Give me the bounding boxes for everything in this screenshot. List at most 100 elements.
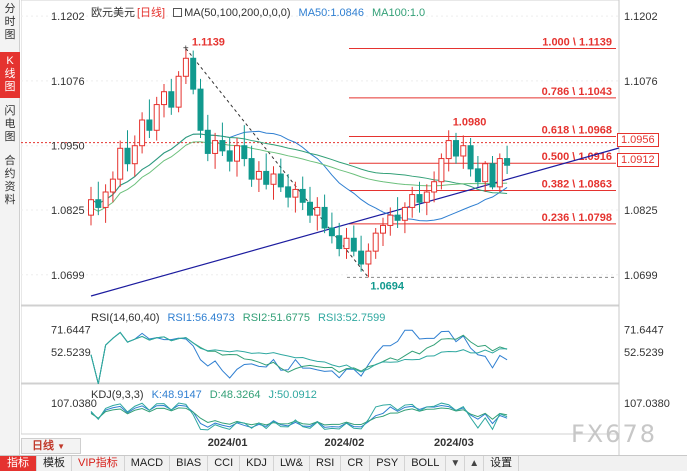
- j-value: J:50.0912: [268, 389, 317, 401]
- candle-body: [168, 91, 175, 108]
- kdj-tick-left: 107.0380: [51, 398, 97, 410]
- rsi-tick-right: 71.6447: [624, 325, 664, 337]
- chart-type-icon[interactable]: [173, 8, 183, 17]
- kline-chart[interactable]: 1.000 \ 1.1139 0.786 \ 1.1043 0.618 \ 1.09…: [20, 0, 687, 455]
- candle-body: [175, 75, 182, 108]
- side-tab-contract[interactable]: 合约资料: [0, 152, 20, 212]
- toolbar-macd[interactable]: MACD: [125, 456, 171, 471]
- candle-body: [277, 173, 284, 188]
- candle-body: [365, 250, 372, 265]
- toolbar-rsi[interactable]: RSI: [310, 456, 342, 471]
- toolbar-vip[interactable]: VIP指标: [72, 456, 125, 471]
- ma100-line: [90, 133, 508, 205]
- candle-body: [438, 158, 445, 183]
- toolbar-indicator[interactable]: 指标: [0, 456, 37, 471]
- side-tab-kline[interactable]: K线图: [0, 52, 20, 98]
- ma-settings[interactable]: MA(50,100,200,0,0,0): [184, 7, 291, 19]
- toolbar-cci[interactable]: CCI: [208, 456, 241, 471]
- candle-body: [255, 170, 262, 180]
- candle-body: [102, 191, 109, 208]
- candle-body: [248, 158, 255, 180]
- period-selector-label: 日线: [32, 440, 54, 452]
- candle-body: [474, 168, 481, 183]
- candle-body: [496, 158, 503, 188]
- toolbar-psy[interactable]: PSY: [370, 456, 406, 471]
- candle-body: [190, 57, 197, 90]
- fib-level-label: 0.382 \ 1.0863: [542, 178, 612, 190]
- swing-dashed-line: [185, 48, 369, 278]
- rsi-tick-left: 52.5239: [51, 347, 91, 359]
- arrow-down-icon[interactable]: ▼: [446, 456, 466, 471]
- candle-body: [292, 188, 299, 198]
- toolbar-bias[interactable]: BIAS: [170, 456, 209, 471]
- date-label: 2024/02: [325, 437, 365, 449]
- toolbar-lw[interactable]: LW&: [274, 456, 310, 471]
- main-pane-border: [20, 0, 620, 306]
- trend-line: [90, 147, 620, 297]
- candle-body: [460, 145, 467, 157]
- side-tab-flash[interactable]: 闪电图: [0, 102, 20, 148]
- kdj-legend: KDJ(9,3,3) K:48.9147 D:48.3264 J:50.0912: [91, 389, 325, 401]
- fib-level-label: 0.236 \ 1.0798: [542, 212, 612, 224]
- side-tab-strip: 分时图 K线图 闪电图 合约资料: [0, 0, 20, 455]
- candle-body: [219, 140, 226, 152]
- candle-body: [263, 170, 270, 185]
- candle-body: [416, 194, 423, 203]
- ma200-line: [90, 141, 508, 212]
- toolbar-kdj[interactable]: KDJ: [240, 456, 274, 471]
- candle-body: [409, 194, 416, 208]
- toolbar-boll[interactable]: BOLL: [405, 456, 447, 471]
- candle-body: [358, 250, 365, 265]
- candle-body: [131, 145, 138, 165]
- candle-body: [139, 119, 146, 147]
- candle-body: [504, 158, 511, 166]
- rsi3-value: RSI3:52.7599: [318, 312, 386, 324]
- candle-body: [328, 227, 335, 237]
- candle-body: [109, 178, 116, 193]
- side-tab-label: K线图: [4, 55, 16, 93]
- side-tab-label: 分时图: [4, 3, 16, 41]
- rsi1-value: RSI1:56.4973: [167, 312, 235, 324]
- symbol-name: 欧元美元: [91, 7, 135, 19]
- toolbar-settings[interactable]: 设置: [484, 456, 520, 471]
- candle-body: [394, 214, 401, 221]
- fib-level-label: 0.786 \ 1.1043: [542, 86, 612, 98]
- price-tick-left: 1.1202: [51, 11, 85, 23]
- toolbar-cr[interactable]: CR: [341, 456, 371, 471]
- candle-body: [467, 145, 474, 170]
- rsi-settings[interactable]: RSI(14,60,40): [91, 312, 160, 324]
- price-tick-left: 1.0699: [51, 270, 85, 282]
- chevron-down-icon: ▼: [57, 442, 65, 451]
- high-label: 1.1139: [192, 37, 225, 49]
- candle-body: [88, 199, 94, 216]
- side-tab-label: 闪电图: [4, 105, 16, 143]
- candles: [88, 48, 511, 278]
- rsi-lines: [90, 329, 508, 384]
- candle-body: [307, 201, 313, 216]
- fib-level-label: 0.618 \ 1.0968: [542, 124, 612, 136]
- rsi-tick-right: 52.5239: [624, 347, 664, 359]
- watermark-logo: FX678: [570, 420, 657, 448]
- ma100-value: MA100:1.0: [371, 7, 426, 19]
- side-tab-timeshare[interactable]: 分时图: [0, 0, 20, 46]
- candle-body: [489, 163, 496, 188]
- rsi2-value: RSI2:51.6775: [242, 312, 311, 324]
- period-selector[interactable]: 日线 ▼: [21, 438, 81, 454]
- candle-body: [182, 57, 189, 77]
- kdj-lines: [90, 402, 508, 431]
- candle-body: [343, 237, 350, 250]
- arrow-up-icon[interactable]: ▲: [465, 456, 485, 471]
- date-label: 2024/01: [208, 437, 248, 449]
- candle-body: [387, 214, 394, 226]
- candle-body: [226, 150, 233, 162]
- indicator-toolbar: 指标 模板 VIP指标 MACD BIAS CCI KDJ LW& RSI CR…: [0, 455, 687, 471]
- rsi1-line: [90, 329, 508, 384]
- candle-body: [453, 140, 459, 157]
- toolbar-template[interactable]: 模板: [37, 456, 72, 471]
- recent-high-label: 1.0980: [453, 116, 487, 128]
- rsi-tick-left: 71.6447: [51, 325, 91, 337]
- kdj-settings[interactable]: KDJ(9,3,3): [91, 389, 144, 401]
- chart-area[interactable]: 1.000 \ 1.1139 0.786 \ 1.1043 0.618 \ 1.09…: [20, 0, 687, 455]
- j-line: [90, 402, 508, 431]
